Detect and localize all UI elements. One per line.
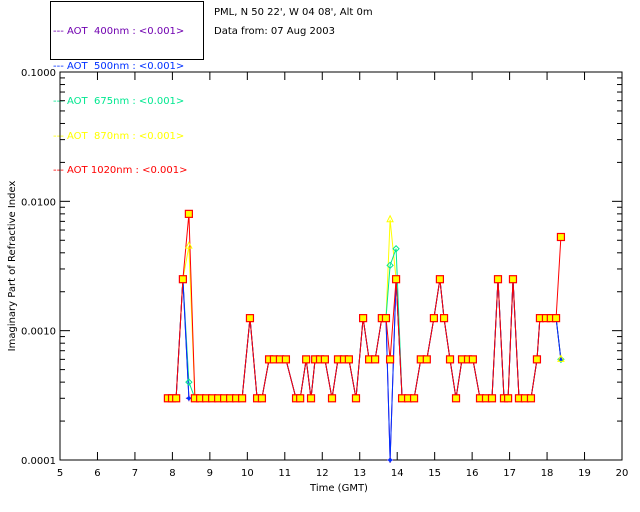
x-tick-label: 10 <box>241 468 254 479</box>
data-point-870 <box>386 214 394 223</box>
data-point-1020 <box>422 355 431 364</box>
data-point-1020 <box>178 275 187 284</box>
legend-label: AOT 1020nm : <0.001> <box>67 165 188 177</box>
x-tick-label: 5 <box>57 468 63 479</box>
data-point-870 <box>185 241 193 249</box>
data-point-1020 <box>551 314 561 323</box>
data-point-1020 <box>320 355 329 364</box>
date-info: Data from: 07 Aug 2003 <box>214 26 335 37</box>
legend-label: AOT 675nm : <0.001> <box>67 95 185 107</box>
data-point-500 <box>186 395 192 401</box>
legend-label: AOT 500nm : <0.001> <box>67 60 185 72</box>
data-point-1020 <box>504 394 513 403</box>
legend-label: AOT 870nm : <0.001> <box>67 130 185 142</box>
data-point-1020 <box>370 355 380 364</box>
x-tick-label: 15 <box>428 468 441 479</box>
series-line-0 <box>167 279 562 461</box>
data-point-1020 <box>184 209 193 218</box>
data-point-1020 <box>296 394 305 403</box>
data-point-500 <box>387 457 393 463</box>
x-tick-label: 16 <box>466 468 479 479</box>
plot-frame <box>59 71 623 461</box>
x-tick-label: 17 <box>503 468 516 479</box>
data-point-1020 <box>468 355 477 364</box>
legend-entry-400: --- AOT 400nm : <0.001> <box>53 26 185 38</box>
legend-entry-675: --- AOT 675nm : <0.001> <box>53 95 185 107</box>
legend: --- AOT 400nm : <0.001> --- AOT 500nm : … <box>50 1 204 176</box>
series-line-4 <box>167 213 562 399</box>
data-point-1020 <box>445 355 455 364</box>
data-point-1020 <box>409 394 419 403</box>
data-point-1020 <box>435 275 445 284</box>
data-point-1020 <box>172 394 181 403</box>
data-point-675 <box>185 378 193 386</box>
data-point-1020 <box>302 355 311 364</box>
legend-label: AOT 400nm : <0.001> <box>67 26 185 38</box>
data-point-1020 <box>237 394 247 403</box>
data-point-1020 <box>359 314 368 323</box>
data-point-1020 <box>245 314 255 323</box>
data-point-1020 <box>385 355 395 364</box>
data-point-1020 <box>391 275 401 284</box>
y-axis-label: Imaginary Part of Refractive Index <box>7 181 18 352</box>
data-point-1020 <box>429 314 439 323</box>
data-point-1020 <box>306 394 316 403</box>
data-point-870 <box>557 354 565 362</box>
x-tick-label: 12 <box>316 468 329 479</box>
legend-entry-500: --- AOT 500nm : <0.001> <box>53 60 185 72</box>
data-point-1020 <box>532 355 542 364</box>
y-tick-label: 0.0001 <box>21 456 56 467</box>
legend-entry-1020: --- AOT 1020nm : <0.001> <box>53 165 188 177</box>
data-point-1020 <box>526 394 536 403</box>
y-tick-label: 0.1000 <box>21 68 56 79</box>
x-tick-label: 19 <box>578 468 591 479</box>
y-tick-label: 0.0010 <box>21 327 56 338</box>
x-tick-label: 8 <box>169 468 175 479</box>
x-tick-label: 14 <box>391 468 404 479</box>
x-tick-label: 18 <box>541 468 554 479</box>
data-point-1020 <box>281 355 291 364</box>
legend-entry-870: --- AOT 870nm : <0.001> <box>53 130 185 142</box>
data-point-1020 <box>327 394 337 403</box>
x-tick-label: 13 <box>353 468 366 479</box>
y-tick-label: 0.0100 <box>21 197 56 208</box>
data-point-1020 <box>493 275 503 284</box>
data-point-1020 <box>451 394 461 403</box>
data-point-1020 <box>351 394 361 403</box>
data-point-1020 <box>508 275 518 284</box>
x-tick-label: 9 <box>207 468 213 479</box>
data-point-1020 <box>257 394 267 403</box>
data-point-1020 <box>439 314 449 323</box>
x-tick-label: 6 <box>94 468 100 479</box>
data-point-675 <box>386 261 394 270</box>
x-tick-label: 7 <box>132 468 138 479</box>
site-info: PML, N 50 22', W 04 08', Alt 0m <box>214 7 373 18</box>
data-point-1020 <box>344 355 353 364</box>
series-line-2 <box>167 248 562 399</box>
x-tick-label: 20 <box>616 468 629 479</box>
x-tick-label: 11 <box>278 468 291 479</box>
series-line-3 <box>167 219 562 399</box>
data-point-1020 <box>556 232 566 242</box>
x-axis-label: Time (GMT) <box>309 483 368 494</box>
series-line-1 <box>167 279 562 461</box>
data-point-1020 <box>381 314 391 323</box>
data-point-1020 <box>487 394 497 403</box>
data-point-675 <box>392 245 400 253</box>
